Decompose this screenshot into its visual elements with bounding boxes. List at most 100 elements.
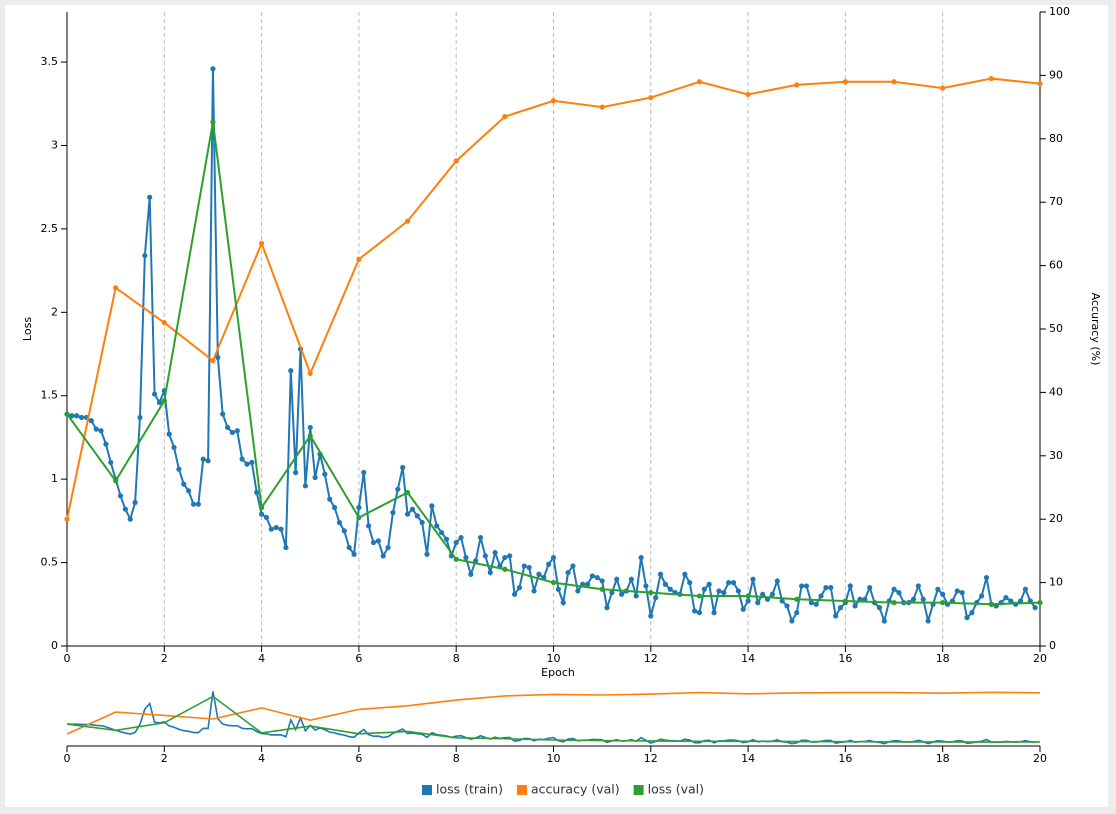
point [828, 585, 834, 591]
point [400, 464, 406, 471]
point [443, 536, 450, 542]
point [210, 119, 216, 125]
y-tick-label: 2.5 [41, 222, 59, 235]
point [979, 593, 985, 599]
point [536, 571, 542, 577]
point [589, 573, 596, 579]
point [521, 563, 527, 569]
y-tick-label: 0 [51, 639, 58, 652]
point [619, 591, 625, 597]
point [706, 581, 712, 587]
point [726, 580, 732, 586]
y-axis-label: Loss [21, 317, 34, 341]
point [463, 554, 469, 561]
point [171, 444, 177, 451]
point [730, 580, 737, 586]
y2-tick-label: 30 [1049, 449, 1063, 462]
point [750, 576, 756, 582]
point [190, 501, 197, 507]
point [696, 79, 703, 85]
point [799, 583, 805, 589]
point [1022, 586, 1029, 592]
point [876, 605, 883, 611]
point [113, 478, 119, 484]
point [691, 608, 698, 614]
point [307, 424, 313, 431]
point [346, 544, 352, 551]
point [842, 79, 849, 85]
point [127, 516, 133, 522]
y2-tick-label: 50 [1049, 322, 1063, 335]
point [322, 471, 328, 477]
point [176, 466, 182, 472]
point [940, 600, 946, 606]
point [229, 429, 236, 436]
point [390, 509, 396, 516]
point [852, 603, 858, 609]
overview-line [66, 691, 1041, 735]
point [1037, 81, 1043, 87]
point [711, 610, 717, 616]
x-axis-label: Epoch [541, 666, 575, 679]
x-tick-label: 16 [838, 652, 852, 665]
point [837, 605, 844, 611]
point [64, 411, 70, 417]
point [1003, 595, 1009, 601]
point [137, 414, 143, 421]
panel [5, 5, 1108, 807]
point [273, 524, 279, 531]
y2-tick-label: 100 [1049, 5, 1070, 18]
point [293, 469, 299, 476]
point [546, 561, 552, 567]
point [550, 98, 557, 104]
point [98, 428, 104, 434]
point [74, 413, 80, 419]
point [555, 586, 561, 592]
x-tick-label: 4 [258, 652, 265, 665]
point [940, 85, 946, 91]
point [404, 511, 411, 517]
point [988, 75, 994, 82]
point [502, 566, 508, 572]
point [331, 504, 338, 511]
x-tick-label: 6 [355, 652, 362, 665]
point [531, 588, 537, 594]
overview-x-tick-label: 18 [936, 752, 950, 765]
legend-swatch [516, 785, 527, 795]
point [657, 571, 664, 577]
overview-x-tick-label: 12 [644, 752, 658, 765]
point [302, 483, 308, 489]
point [205, 458, 211, 464]
x-tick-label: 2 [161, 652, 168, 665]
point [487, 569, 493, 576]
point [429, 503, 435, 509]
legend-swatch [422, 785, 432, 795]
point [745, 593, 751, 599]
point [64, 516, 70, 522]
point [113, 285, 119, 291]
point [1037, 600, 1043, 606]
point [682, 571, 688, 577]
point [147, 194, 153, 200]
y2-tick-label: 40 [1049, 385, 1063, 398]
point [142, 252, 148, 259]
point [482, 553, 488, 559]
point [356, 256, 362, 262]
point [794, 610, 800, 616]
point [570, 563, 576, 569]
point [458, 534, 464, 541]
point [896, 590, 902, 596]
point [959, 590, 965, 596]
x-tick-label: 14 [741, 652, 755, 665]
point [910, 596, 917, 602]
point [151, 391, 158, 397]
point [283, 544, 289, 551]
point [361, 469, 367, 476]
point [156, 399, 163, 406]
point [93, 426, 99, 432]
point [604, 605, 610, 611]
point [161, 398, 167, 404]
point [653, 595, 659, 601]
point [794, 596, 800, 602]
